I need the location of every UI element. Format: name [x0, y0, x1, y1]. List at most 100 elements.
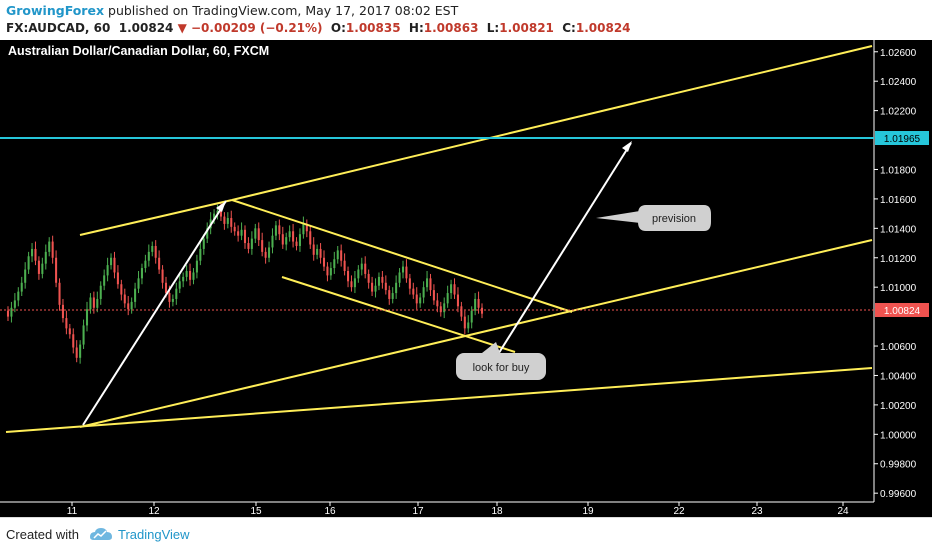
candle-body[interactable]	[278, 225, 281, 235]
candle-body[interactable]	[480, 307, 484, 314]
candle-body[interactable]	[240, 229, 243, 236]
candle-body[interactable]	[154, 245, 157, 258]
candle-body[interactable]	[398, 272, 401, 283]
candle-body[interactable]	[65, 318, 68, 329]
candle-body[interactable]	[470, 310, 473, 323]
candle-body[interactable]	[419, 297, 422, 304]
candle-body[interactable]	[250, 238, 253, 249]
candle-body[interactable]	[309, 231, 312, 245]
candle-body[interactable]	[456, 294, 459, 307]
candle-body[interactable]	[343, 260, 346, 271]
candle-body[interactable]	[51, 241, 54, 258]
candle-body[interactable]	[305, 223, 308, 232]
candle-body[interactable]	[58, 282, 61, 305]
falling-wedge-top-line[interactable]	[231, 199, 573, 313]
candle-body[interactable]	[347, 271, 350, 282]
candle-body[interactable]	[10, 307, 13, 317]
candle-body[interactable]	[182, 276, 185, 282]
candle-body[interactable]	[37, 260, 40, 274]
candle-body[interactable]	[233, 226, 236, 232]
candle-body[interactable]	[17, 291, 20, 301]
candle-body[interactable]	[322, 257, 326, 267]
candle-body[interactable]	[137, 278, 140, 289]
candle-body[interactable]	[103, 275, 106, 286]
candle-body[interactable]	[89, 297, 92, 310]
candle-body[interactable]	[412, 288, 415, 295]
candle-body[interactable]	[261, 240, 264, 252]
candle-body[interactable]	[106, 265, 109, 276]
candle-body[interactable]	[192, 272, 195, 280]
candle-body[interactable]	[443, 303, 446, 313]
candle-body[interactable]	[216, 210, 219, 214]
candle-body[interactable]	[48, 241, 51, 252]
candle-body[interactable]	[206, 228, 209, 239]
candle-body[interactable]	[415, 294, 418, 304]
candle-body[interactable]	[264, 251, 267, 258]
candle-body[interactable]	[316, 248, 319, 255]
upper-parallel-line[interactable]	[231, 45, 873, 201]
candle-body[interactable]	[288, 231, 291, 238]
candle-body[interactable]	[99, 285, 102, 299]
candle-body[interactable]	[319, 248, 322, 258]
candle-body[interactable]	[340, 250, 343, 261]
candle-body[interactable]	[429, 278, 432, 291]
candle-body[interactable]	[360, 263, 363, 270]
candle-body[interactable]	[467, 322, 470, 329]
base-trendline[interactable]	[5, 367, 873, 433]
candle-body[interactable]	[353, 278, 356, 288]
candle-body[interactable]	[364, 263, 367, 274]
candle-body[interactable]	[195, 260, 198, 273]
candle-body[interactable]	[388, 290, 391, 299]
candle-body[interactable]	[292, 231, 295, 242]
candle-body[interactable]	[298, 234, 301, 246]
candle-body[interactable]	[439, 306, 442, 313]
candle-body[interactable]	[202, 238, 205, 249]
candle-body[interactable]	[34, 248, 37, 261]
candle-body[interactable]	[329, 268, 332, 276]
candle-body[interactable]	[285, 237, 288, 245]
candle-body[interactable]	[164, 282, 168, 294]
candle-body[interactable]	[350, 281, 353, 288]
candle-body[interactable]	[384, 282, 387, 291]
upper-channel-line[interactable]	[79, 199, 233, 236]
candle-body[interactable]	[185, 271, 188, 277]
candle-body[interactable]	[123, 294, 126, 304]
candle-body[interactable]	[199, 248, 202, 261]
candle-body[interactable]	[453, 284, 456, 295]
candle-body[interactable]	[213, 213, 216, 220]
candle-body[interactable]	[460, 306, 463, 317]
candle-body[interactable]	[130, 301, 133, 310]
price-chart[interactable]: prevision look for buy 1.02600 1.02400 1.0…	[0, 40, 932, 517]
candle-body[interactable]	[281, 234, 284, 245]
candle-body[interactable]	[371, 282, 374, 292]
candle-body[interactable]	[189, 271, 192, 280]
candle-body[interactable]	[257, 228, 260, 241]
candle-body[interactable]	[171, 298, 174, 302]
candle-body[interactable]	[312, 244, 315, 255]
candle-body[interactable]	[134, 288, 137, 302]
candle-body[interactable]	[68, 328, 71, 335]
candle-body[interactable]	[426, 278, 429, 288]
candle-body[interactable]	[144, 260, 147, 269]
candle-body[interactable]	[333, 259, 336, 269]
candle-body[interactable]	[55, 257, 58, 283]
candle-body[interactable]	[436, 300, 439, 307]
candle-body[interactable]	[31, 248, 34, 257]
candle-body[interactable]	[127, 303, 130, 310]
falling-wedge-bottom-line[interactable]	[281, 276, 516, 353]
candle-body[interactable]	[13, 300, 16, 308]
candle-body[interactable]	[326, 266, 329, 276]
candle-body[interactable]	[178, 281, 181, 289]
candle-body[interactable]	[226, 218, 229, 224]
candle-body[interactable]	[75, 347, 78, 358]
candle-body[interactable]	[175, 288, 178, 299]
candle-body[interactable]	[72, 334, 75, 348]
candle-body[interactable]	[237, 231, 240, 236]
candle-body[interactable]	[295, 241, 298, 246]
candle-body[interactable]	[85, 309, 89, 326]
candle-body[interactable]	[61, 304, 64, 319]
candle-body[interactable]	[477, 298, 480, 308]
candle-body[interactable]	[24, 269, 27, 283]
candle-body[interactable]	[474, 298, 477, 311]
candle-body[interactable]	[110, 257, 113, 266]
